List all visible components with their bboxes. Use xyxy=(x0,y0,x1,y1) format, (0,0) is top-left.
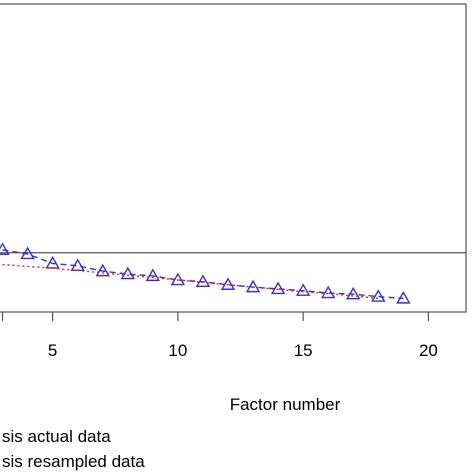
series-0-point xyxy=(270,281,286,295)
x-axis-title: Factor number xyxy=(230,395,341,414)
series-0-point xyxy=(371,289,386,302)
series-0-point xyxy=(145,268,161,282)
series-0-point xyxy=(396,290,411,304)
series-0-point xyxy=(20,246,35,260)
series-0-point xyxy=(321,285,336,299)
x-axis: 5 10 15 20 xyxy=(1,312,438,360)
series-0-point xyxy=(245,279,261,293)
series-0-point xyxy=(120,266,135,280)
series-0-point xyxy=(295,283,311,296)
series-0-line xyxy=(2,249,404,300)
x-tick-label: 5 xyxy=(48,341,57,360)
series-0-point xyxy=(170,272,186,286)
legend-label-resampled: sis resampled data xyxy=(2,452,145,471)
legend: sis actual data sis resampled data xyxy=(2,427,145,471)
series-0-point xyxy=(346,286,361,300)
x-tick-label: 10 xyxy=(168,341,187,360)
plot-border xyxy=(0,3,467,313)
series-0-point xyxy=(95,263,110,277)
legend-label-actual: sis actual data xyxy=(2,427,111,446)
series-layer xyxy=(0,242,411,304)
series-0-point xyxy=(0,242,10,256)
series-0-point xyxy=(195,274,211,287)
plot-frame xyxy=(0,3,467,313)
x-tick-label: 15 xyxy=(294,341,313,360)
series-0-point xyxy=(220,277,236,290)
x-tick-label: 20 xyxy=(419,341,438,360)
